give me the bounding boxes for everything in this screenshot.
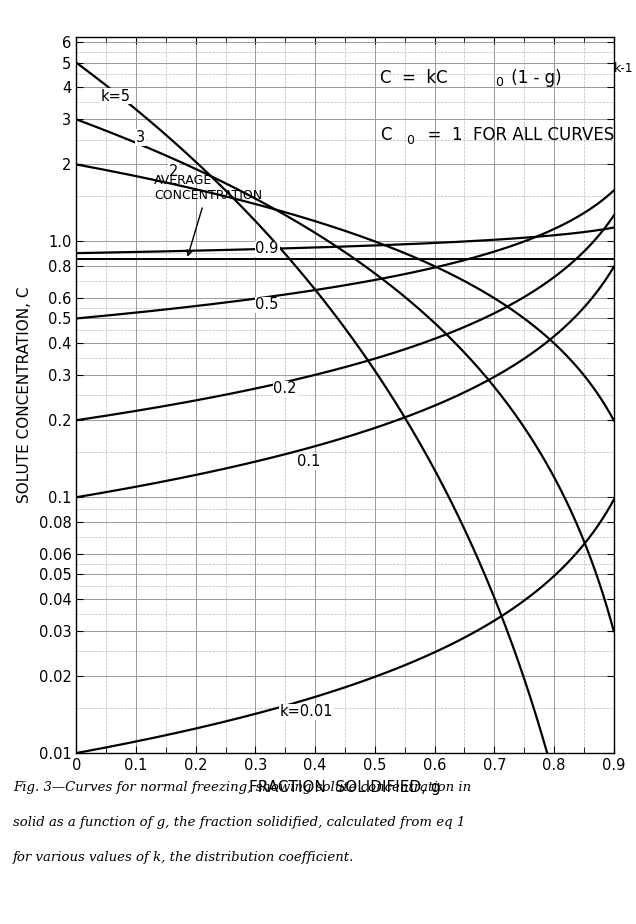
- Text: for various values of k, the distribution coefficient.: for various values of k, the distributio…: [13, 851, 354, 864]
- Text: 0.9: 0.9: [256, 241, 279, 256]
- Text: 0: 0: [495, 77, 504, 90]
- Text: 3: 3: [136, 130, 145, 145]
- Text: k-1: k-1: [614, 62, 633, 75]
- Text: 0.5: 0.5: [256, 298, 279, 312]
- Y-axis label: SOLUTE CONCENTRATION, C: SOLUTE CONCENTRATION, C: [17, 286, 32, 504]
- Text: k=0.01: k=0.01: [279, 704, 333, 719]
- Text: 0.2: 0.2: [273, 382, 297, 396]
- Text: =  1  FOR ALL CURVES: = 1 FOR ALL CURVES: [417, 127, 614, 144]
- Text: Fig. 3—Curves for normal freezing, showing solute concentration in: Fig. 3—Curves for normal freezing, showi…: [13, 781, 471, 794]
- Text: C  =  kC: C = kC: [380, 69, 448, 87]
- Text: k=5: k=5: [100, 89, 130, 103]
- Text: AVERAGE
CONCENTRATION: AVERAGE CONCENTRATION: [154, 175, 262, 255]
- X-axis label: FRACTION  SOLIDIFIED, g: FRACTION SOLIDIFIED, g: [249, 780, 441, 795]
- Text: (1 - g): (1 - g): [506, 69, 562, 87]
- Text: 2: 2: [169, 164, 178, 179]
- Text: 0: 0: [406, 134, 414, 147]
- Text: solid as a function of g, the fraction solidified, calculated from eq 1: solid as a function of g, the fraction s…: [13, 816, 465, 829]
- Text: 0.1: 0.1: [297, 454, 321, 469]
- Text: C: C: [380, 127, 392, 144]
